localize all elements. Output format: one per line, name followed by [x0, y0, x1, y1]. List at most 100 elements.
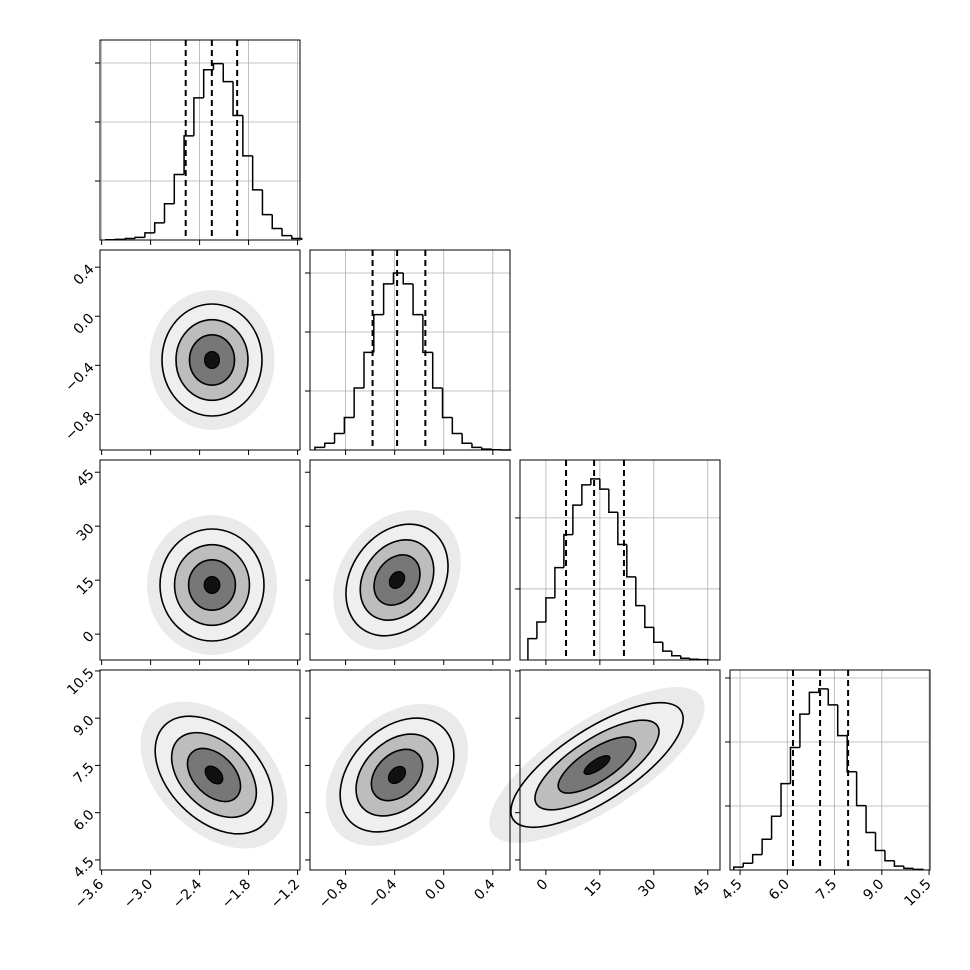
y-tick-label: −0.4: [62, 360, 97, 395]
x-tick-label: 0.0: [422, 876, 449, 903]
panel-frame: [99, 249, 301, 451]
x-tick-label: 45: [690, 876, 714, 900]
y-tick-label: 7.5: [71, 760, 98, 787]
histogram-step: [222, 63, 234, 83]
y-tick-label: 10.5: [64, 665, 97, 698]
panel-frame: [99, 39, 301, 241]
histogram-step: [799, 713, 810, 748]
histogram-step: [281, 228, 292, 237]
histogram-step: [761, 838, 772, 855]
histogram-step: [323, 442, 335, 448]
histogram-step: [599, 478, 609, 490]
x-tick-label: −3.6: [72, 876, 107, 911]
histogram-step: [412, 283, 423, 316]
histogram-step: [626, 544, 636, 578]
histogram-step: [733, 866, 744, 870]
histogram-step: [153, 222, 165, 233]
y-tick-label: 4.5: [71, 854, 98, 881]
histogram-step: [202, 69, 214, 98]
histogram-step: [373, 313, 384, 353]
x-tick-label: 9.0: [860, 876, 887, 903]
x-tick-label: 4.5: [719, 876, 746, 903]
histogram-step: [271, 214, 283, 230]
x-tick-label: 15: [582, 876, 606, 900]
histogram-step: [671, 651, 681, 657]
x-tick-label: −0.8: [316, 876, 351, 911]
histogram-step: [422, 314, 433, 354]
histogram-step: [124, 237, 136, 240]
x-tick-label: 0: [534, 876, 552, 894]
histogram-step: [545, 597, 555, 622]
histogram-step: [865, 805, 876, 834]
y-tick-label: 0.4: [71, 261, 98, 288]
histogram-step: [232, 81, 243, 117]
histogram-step: [527, 637, 537, 660]
histogram-step: [893, 860, 904, 867]
histogram-step: [144, 232, 155, 238]
y-tick-label: −0.8: [62, 409, 97, 444]
x-tick-label: 30: [636, 876, 660, 900]
histogram-step: [644, 605, 654, 629]
histogram-step: [818, 688, 829, 693]
panel-frame: [99, 669, 301, 871]
histogram-step: [343, 416, 355, 434]
x-tick-label: −1.2: [268, 876, 303, 911]
histogram-step: [451, 417, 463, 435]
histogram-step: [261, 189, 273, 216]
histogram-step: [903, 866, 914, 870]
x-tick-label: 6.0: [766, 876, 793, 903]
x-tick-label: −0.4: [365, 876, 400, 911]
y-tick-label: 6.0: [71, 807, 98, 834]
histogram-step: [874, 832, 885, 852]
histogram-step: [461, 433, 472, 444]
histogram-step: [353, 387, 364, 418]
panel-frame: [309, 669, 511, 871]
histogram-step: [471, 443, 482, 449]
histogram-step: [363, 351, 374, 389]
density-contours: [468, 659, 727, 871]
panel-frame: [309, 249, 511, 451]
panel-frame: [99, 459, 301, 661]
panel-frame: [309, 459, 511, 661]
histogram-step: [382, 283, 394, 315]
y-tick-label: 9.0: [71, 713, 98, 740]
panel-frame: [519, 669, 721, 871]
histogram-step: [242, 115, 253, 157]
panel-frame: [729, 669, 931, 871]
density-contours: [150, 290, 275, 430]
x-tick-label: −2.4: [170, 876, 205, 911]
histogram-step: [183, 135, 194, 175]
y-tick-label: 30: [74, 521, 98, 545]
histogram-step: [314, 446, 325, 450]
histogram-step: [808, 691, 819, 715]
histogram-step: [291, 235, 303, 240]
histogram-step: [193, 97, 204, 136]
histogram-step: [751, 853, 763, 864]
y-tick-label: 45: [74, 467, 98, 491]
histogram-step: [554, 566, 564, 598]
histogram-step: [173, 173, 185, 204]
histogram-step: [662, 642, 672, 652]
histogram-step: [563, 533, 573, 568]
x-tick-label: 0.4: [471, 876, 498, 903]
histogram-step: [441, 388, 453, 419]
histogram-step: [163, 202, 175, 223]
histogram-step: [836, 704, 848, 737]
histogram-step: [855, 771, 867, 807]
x-tick-label: −3.0: [121, 876, 156, 911]
histogram-step: [134, 236, 145, 239]
y-tick-label: 0.0: [71, 311, 98, 338]
histogram-step: [431, 352, 443, 389]
histogram-step: [481, 447, 492, 450]
histogram-step: [742, 862, 753, 868]
histogram-step: [770, 815, 782, 840]
y-tick-label: 15: [74, 574, 98, 598]
histogram-step: [581, 484, 591, 506]
histogram-step: [680, 655, 690, 659]
x-tick-label: −1.8: [219, 876, 254, 911]
histogram-step: [392, 272, 404, 284]
histogram-step: [689, 658, 699, 661]
density-contours: [112, 673, 315, 876]
density-contours: [147, 515, 277, 655]
